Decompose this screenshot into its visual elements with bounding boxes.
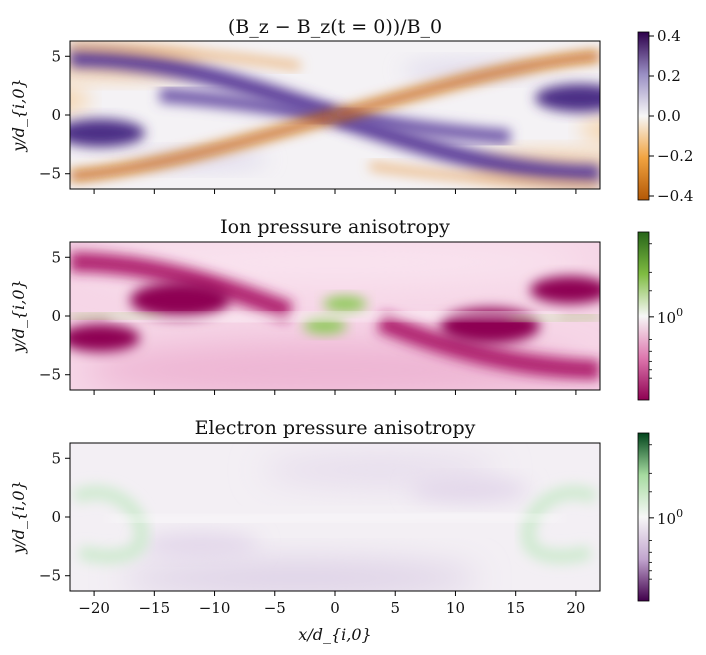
panel-electron-xtick-label: 20 [566,599,585,617]
panel-bz-colorbar-label: −0.4 [657,187,693,205]
panel-ion-title: Ion pressure anisotropy [220,216,450,238]
panel-bz-title: (B_z − B_z(t = 0))/B_0 [228,16,442,38]
panel-bz: (B_z − B_z(t = 0))/B_0 −5 0 5 [9,16,693,205]
panel-bz-field [70,43,600,189]
panel-electron-title: Electron pressure anisotropy [195,417,476,439]
panel-electron-ytick-label: 5 [51,449,61,467]
panel-electron-xtick-label: 0 [330,599,340,617]
panel-electron-xtick-label: −20 [78,599,110,617]
panel-ion: Ion pressure anisotropy −5 0 5 y/d_{i,0} 1… [9,216,683,401]
panel-ion-ytick-label: −5 [39,366,61,384]
panel-ion-ylabel: y/d_{i,0} [9,279,28,353]
panel-bz-ytick-label: −5 [39,165,61,183]
panel-electron-xtick-label: −15 [138,599,170,617]
panel-electron: Electron pressure anisotropy −20 −15 −10 −5… [9,417,683,644]
panel-electron-ytick-label: −5 [39,567,61,585]
panel-bz-colorbar-label: 0.4 [657,27,681,45]
panel-electron-ytick-label: 0 [51,508,61,526]
panel-electron-colorbar-label: 100 [657,507,683,528]
panel-electron-xtick-label: 10 [446,599,465,617]
panel-electron-field [72,454,598,591]
panel-bz-colorbar-label: 0.0 [657,107,681,125]
panel-ion-ytick-label: 5 [51,248,61,266]
panel-bz-colorbar-label: −0.2 [657,147,693,165]
panel-bz-ytick-label: 5 [51,47,61,65]
panel-bz-ytick-label: 0 [51,106,61,124]
panel-ion-field [70,242,600,390]
panel-electron-xtick-label: 15 [506,599,525,617]
panel-bz-ylabel: y/d_{i,0} [9,78,28,152]
panel-electron-xtick-label: 5 [390,599,400,617]
panel-ion-ytick-label: 0 [51,307,61,325]
panel-electron-xlabel: x/d_{i,0} [298,625,371,644]
panel-electron-ylabel: y/d_{i,0} [9,480,28,554]
panel-ion-colorbar [637,231,650,401]
panel-bz-colorbar-label: 0.2 [657,67,681,85]
panel-bz-colorbar [637,31,650,201]
panel-electron-colorbar [637,432,650,602]
panel-electron-xtick-label: −10 [199,599,231,617]
panel-electron-xtick-label: −5 [264,599,286,617]
panel-ion-colorbar-label: 100 [657,306,683,327]
